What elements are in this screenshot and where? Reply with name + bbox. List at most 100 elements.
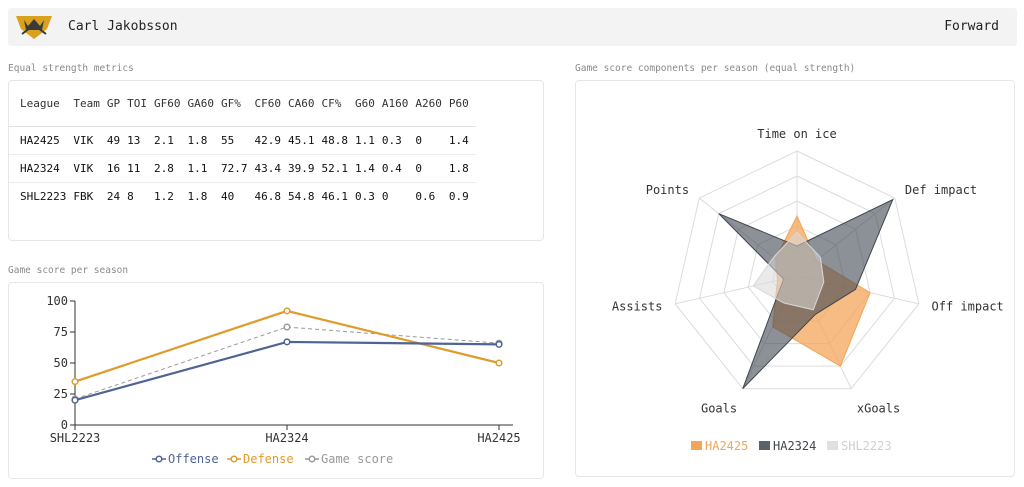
legend-item: HA2425 — [691, 439, 748, 453]
table-cell: HA2324 — [9, 154, 74, 183]
legend-marker — [308, 455, 316, 463]
data-point — [495, 359, 503, 367]
x-tick-label: HA2324 — [265, 431, 308, 445]
series-line — [74, 326, 500, 400]
table-cell: 0.3 — [354, 189, 375, 203]
table-cell: 72.7 — [220, 154, 255, 183]
radar-series-area — [752, 231, 825, 311]
table-row: SHL2223 FBK 24 8 1.2 1.8 40 46.8 54.8 46.1 0.3 0 0.6… — [9, 182, 476, 210]
table-cell: 0.3 — [381, 126, 416, 155]
table-cell: 48.8 — [321, 126, 355, 155]
table-cell: 49 — [106, 126, 128, 155]
data-point — [495, 340, 503, 348]
column-header: P60 — [448, 81, 476, 127]
table-cell: 42.9 — [254, 126, 288, 155]
table-cell: 52.1 — [321, 154, 355, 183]
components-radar-chart: Time on ice Def impact Off impact xGoals Goa… — [612, 127, 1004, 453]
legend-item: Defense — [227, 452, 294, 466]
table-cell: 1.4 — [448, 126, 476, 155]
table-row: HA2425 VIK 49 13 2.1 1.8 55 42.9 45.1 48.8 1.1 0.3 0… — [9, 126, 476, 155]
column-header: GP — [106, 81, 128, 127]
table-cell: 13 — [127, 126, 154, 155]
table-row: HA2324 VIK 16 11 2.8 1.1 72.7 43.4 39.9 52.1 1.4 0.… — [9, 154, 476, 183]
column-header: GF60 — [153, 81, 188, 127]
y-tick-label: 25 — [54, 387, 68, 401]
radar-grid-ring — [674, 150, 920, 390]
column-header: CF% — [321, 81, 355, 127]
column-header: GF% — [220, 81, 255, 127]
table-cell: 55 — [220, 126, 255, 155]
legend-item: Offense — [152, 452, 219, 466]
player-name: Carl Jakobsson — [68, 19, 178, 34]
metrics-header-row: League Team GP TOI GF60 GA60 GF% CF60 CA60 CF% G60… — [9, 81, 476, 127]
radar-chart-title: Game score components per season (equal … — [575, 63, 856, 74]
y-tick-label: 0 — [61, 418, 68, 432]
table-cell: 24 — [106, 189, 121, 203]
table-cell: 40 — [220, 189, 235, 203]
table-cell: 8 — [127, 189, 134, 203]
column-header: G60 — [354, 81, 382, 127]
game-score-line-chart: 0 25 50 75 100 SHL2223 HA2324 HA2425 Offense Defe… — [46, 294, 520, 466]
table-cell: 45.1 — [287, 126, 322, 155]
line-chart-title: Game score per season — [8, 265, 129, 276]
table-cell: 1.8 — [187, 189, 208, 203]
table-cell: 1.1 — [354, 126, 382, 155]
radar-axis-label: Assists — [612, 300, 663, 314]
table-cell: 0.6 — [415, 189, 436, 203]
table-cell: 46.1 — [321, 189, 348, 203]
radar-axis-label: Time on ice — [757, 127, 836, 141]
table-cell: 1.4 — [354, 154, 382, 183]
data-point — [283, 338, 291, 346]
radar-axis-label: Def impact — [905, 183, 977, 197]
legend-label: Game score — [321, 452, 393, 466]
radar-axis-label: xGoals — [857, 401, 900, 415]
x-tick-label: HA2425 — [477, 431, 520, 445]
series-line — [74, 309, 500, 383]
y-tick-label: 75 — [54, 325, 68, 339]
legend-swatch — [691, 441, 702, 450]
legend-swatch — [759, 441, 770, 450]
table-cell: 0 — [415, 126, 449, 155]
line-chart-card: 0 25 50 75 100 SHL2223 HA2324 HA2425 Offense Defe… — [8, 282, 544, 479]
column-header: A260 — [415, 81, 449, 127]
table-cell: 0.4 — [381, 154, 416, 183]
table-cell: 1.2 — [153, 189, 174, 203]
radar-chart-card: Time on ice Def impact Off impact xGoals Goa… — [575, 80, 1015, 477]
column-header: TOI — [127, 81, 154, 127]
table-cell: 11 — [127, 154, 154, 183]
legend-label: Offense — [168, 452, 219, 466]
table-cell: 2.1 — [153, 126, 188, 155]
legend-marker — [230, 455, 238, 463]
legend-item: Game score — [305, 452, 393, 466]
y-tick-label: 50 — [54, 356, 68, 370]
y-tick-label: 100 — [46, 294, 68, 308]
table-cell: 2.8 — [153, 154, 188, 183]
table-cell: HA2425 — [9, 126, 74, 155]
table-cell: 0 — [381, 189, 389, 203]
table-cell: 0 — [415, 154, 449, 183]
column-header: GA60 — [187, 81, 221, 127]
legend-label: HA2324 — [773, 439, 816, 453]
column-header: Team — [73, 81, 107, 127]
legend-marker — [155, 455, 163, 463]
series-line — [74, 340, 500, 402]
table-cell: 16 — [106, 154, 128, 183]
metrics-table: League Team GP TOI GF60 GA60 GF% CF60 CA60 CF% G60… — [9, 81, 476, 210]
data-point — [283, 323, 291, 331]
table-cell: 39.9 — [287, 154, 322, 183]
legend-item: HA2324 — [759, 439, 816, 453]
radar-axis-label: Points — [646, 183, 689, 197]
radar-axis-label: Off impact — [932, 300, 1004, 314]
legend-label: Defense — [243, 452, 294, 466]
data-point — [71, 396, 79, 404]
table-cell: VIK — [73, 126, 107, 155]
table-cell: VIK — [73, 154, 107, 183]
table-cell: 54.8 — [287, 189, 315, 203]
metrics-card: League Team GP TOI GF60 GA60 GF% CF60 CA60 CF% G60… — [8, 80, 544, 241]
player-position: Forward — [944, 19, 999, 34]
logo-swoosh — [21, 23, 47, 35]
table-cell: 1.8 — [448, 154, 476, 183]
table-cell: 1.1 — [187, 154, 221, 183]
table-cell: FBK — [73, 189, 94, 203]
metrics-title: Equal strength metrics — [8, 63, 134, 74]
